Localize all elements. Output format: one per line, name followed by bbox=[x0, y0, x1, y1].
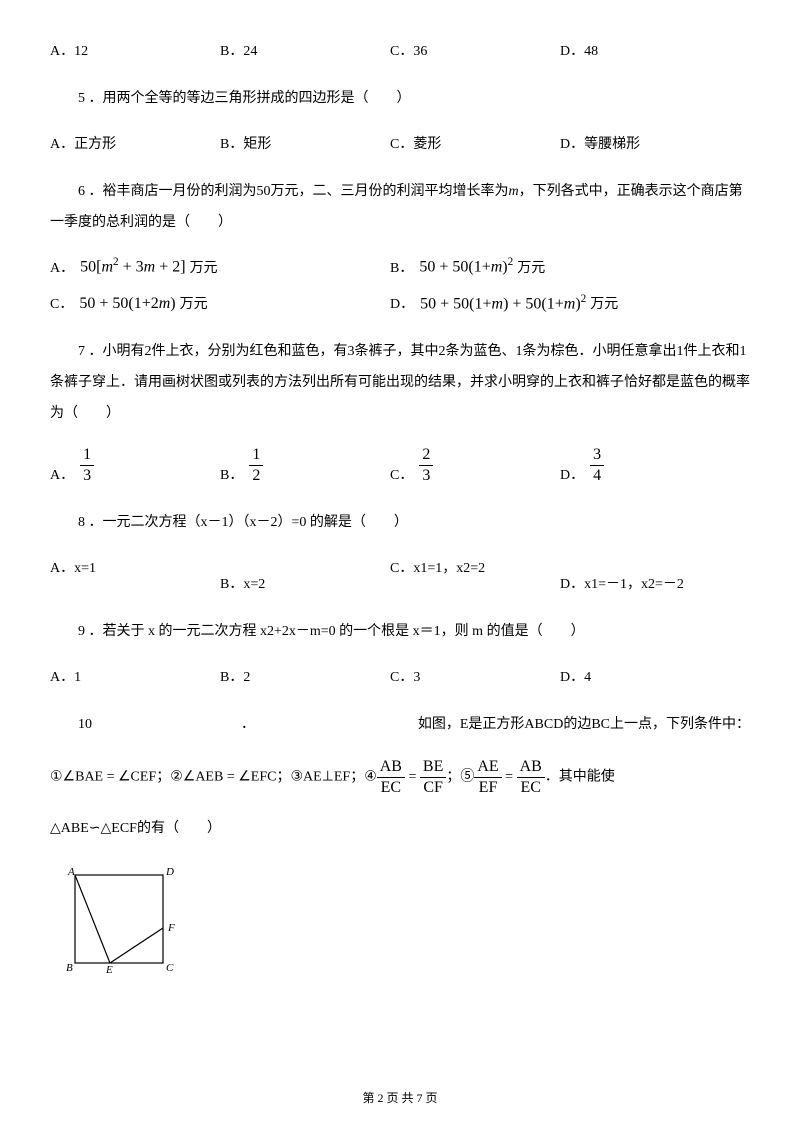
q8-option-b: B．x=2 bbox=[220, 557, 390, 593]
q10-num: 10 bbox=[50, 710, 78, 741]
q10-end: ．其中能使 bbox=[545, 770, 615, 785]
q5-text: 5 ．用两个全等的等边三角形拼成的四边形是（ ） bbox=[50, 84, 750, 115]
q6-b-suffix: 万元 bbox=[517, 257, 545, 277]
q8-option-d: D．x1=－1，x2=－2 bbox=[560, 557, 730, 593]
q6-part1: 6 ．裕丰商店一月份的利润为 bbox=[78, 184, 257, 199]
q7-c-label: C． bbox=[390, 464, 413, 484]
q6-a-suffix: 万元 bbox=[190, 257, 218, 277]
svg-text:F: F bbox=[167, 922, 175, 934]
q6-part2: 万元，二、三月份的利润平均增长率为 bbox=[271, 184, 509, 199]
q9-option-b: B．2 bbox=[220, 666, 390, 686]
square-diagram-icon: A D B C E F bbox=[60, 863, 190, 973]
q10-dot: ． bbox=[78, 710, 418, 741]
q10-frac4: ABEC bbox=[517, 759, 545, 796]
page-footer: 第 2 页 共 7 页 bbox=[0, 1089, 800, 1106]
q7-d-frac: 34 bbox=[590, 447, 604, 484]
q10-frac3: AEEF bbox=[474, 759, 501, 796]
svg-text:B: B bbox=[66, 962, 73, 973]
q6-d-math: 50 + 50(1+m) + 50(1+m)2 bbox=[420, 293, 586, 313]
q10-line2: ①∠BAE = ∠CEF；②∠AEB = ∠EFC；③AE⊥EF；④ABEC =… bbox=[50, 759, 750, 796]
q7-options: A． 13 B． 12 C． 23 D． 34 bbox=[50, 447, 750, 484]
q5-option-c: C．菱形 bbox=[390, 133, 560, 153]
q10-sep: ；⑤ bbox=[446, 770, 474, 785]
q7-text: 7 ．小明有2件上衣，分别为红色和蓝色，有3条裤子，其中2条为蓝色、1条为棕色．… bbox=[50, 337, 750, 429]
q6-c-math: 50 + 50(1+2m) bbox=[79, 295, 175, 313]
q10-frac1: ABEC bbox=[377, 759, 405, 796]
q6-c-suffix: 万元 bbox=[180, 293, 208, 313]
q6-d-suffix: 万元 bbox=[590, 293, 618, 313]
q7-a-label: A． bbox=[50, 464, 74, 484]
q7-c-frac: 23 bbox=[419, 447, 433, 484]
q6-a-label: A． bbox=[50, 257, 74, 277]
q7-d-label: D． bbox=[560, 464, 584, 484]
q5-option-d: D．等腰梯形 bbox=[560, 133, 730, 153]
svg-text:C: C bbox=[166, 962, 174, 973]
q10-line1: 10 ． 如图，E是正方形ABCD的边BC上一点，下列条件中： bbox=[50, 710, 750, 741]
q10-text1: 如图，E是正方形ABCD的边BC上一点，下列条件中： bbox=[418, 710, 750, 741]
q10-frac2: BECF bbox=[420, 759, 446, 796]
q5-options: A．正方形 B．矩形 C．菱形 D．等腰梯形 bbox=[50, 133, 750, 153]
q10-conds: ①∠BAE = ∠CEF；②∠AEB = ∠EFC；③AE⊥EF；④ bbox=[50, 770, 377, 785]
q4-option-d: D．48 bbox=[560, 40, 730, 60]
q9-option-d: D．4 bbox=[560, 666, 730, 686]
q4-option-a: A．12 bbox=[50, 40, 220, 60]
q10-eq2: = bbox=[502, 770, 517, 785]
q6-b-math: 50 + 50(1+m)2 bbox=[419, 256, 513, 276]
svg-text:D: D bbox=[165, 866, 174, 878]
q10-line3: △ABE∽△ECF的有（ ） bbox=[50, 814, 750, 845]
q8-option-c: C．x1=1，x2=2 bbox=[390, 557, 560, 593]
q6-options-row2: C． 50 + 50(1+2m) 万元 D． 50 + 50(1+m) + 50… bbox=[50, 293, 750, 313]
q8-text: 8 ．一元二次方程（x－1）（x－2）=0 的解是（ ） bbox=[50, 508, 750, 539]
q10-eq1: = bbox=[405, 770, 420, 785]
q6-c-label: C． bbox=[50, 293, 73, 313]
q4-option-c: C．36 bbox=[390, 40, 560, 60]
q5-option-b: B．矩形 bbox=[220, 133, 390, 153]
q6-val50: 50 bbox=[257, 184, 271, 199]
q6-d-label: D． bbox=[390, 293, 414, 313]
q9-option-a: A．1 bbox=[50, 666, 220, 686]
q4-option-b: B．24 bbox=[220, 40, 390, 60]
q9-option-c: C．3 bbox=[390, 666, 560, 686]
q6-a-math: 50[m2 + 3m + 2] bbox=[80, 256, 185, 276]
svg-text:A: A bbox=[67, 866, 75, 878]
q8-options: A．x=1 B．x=2 C．x1=1，x2=2 D．x1=－1，x2=－2 bbox=[50, 557, 750, 593]
q6-text: 6 ．裕丰商店一月份的利润为50万元，二、三月份的利润平均增长率为m，下列各式中… bbox=[50, 177, 750, 239]
q8-option-a: A．x=1 bbox=[50, 557, 220, 593]
q6-b-label: B． bbox=[390, 257, 413, 277]
q7-b-frac: 12 bbox=[249, 447, 263, 484]
q4-options: A．12 B．24 C．36 D．48 bbox=[50, 40, 750, 60]
q6-m: m bbox=[509, 184, 519, 199]
q10-figure: A D B C E F bbox=[60, 863, 750, 978]
q9-options: A．1 B．2 C．3 D．4 bbox=[50, 666, 750, 686]
q9-text: 9 ．若关于 x 的一元二次方程 x2+2x－m=0 的一个根是 x＝1，则 m… bbox=[50, 617, 750, 648]
q7-b-label: B． bbox=[220, 464, 243, 484]
q7-a-frac: 13 bbox=[80, 447, 94, 484]
q6-options-row1: A． 50[m2 + 3m + 2] 万元 B． 50 + 50(1+m)2 万… bbox=[50, 256, 750, 276]
q5-option-a: A．正方形 bbox=[50, 133, 220, 153]
svg-text:E: E bbox=[105, 964, 113, 973]
